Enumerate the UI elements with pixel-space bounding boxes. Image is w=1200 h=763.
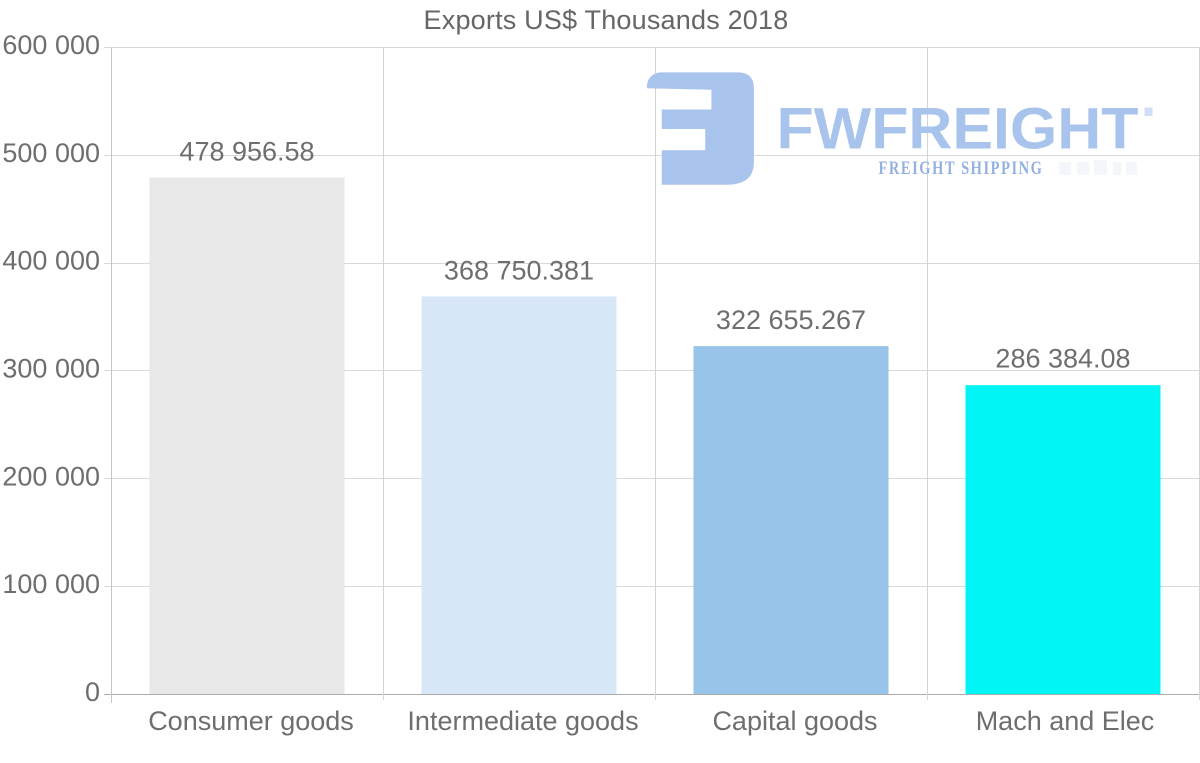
svg-text:Exports US$ Thousands 2018: Exports US$ Thousands 2018 (424, 5, 789, 35)
svg-text:478 956.58: 478 956.58 (179, 137, 314, 167)
svg-text:368 750.381: 368 750.381 (444, 255, 594, 285)
svg-text:300 000: 300 000 (2, 354, 100, 384)
svg-text:600 000: 600 000 (2, 30, 100, 60)
svg-text:100 000: 100 000 (2, 569, 100, 599)
svg-text:286 384.08: 286 384.08 (995, 344, 1130, 374)
svg-text:Mach and Elec: Mach and Elec (976, 706, 1155, 736)
svg-text:500 000: 500 000 (2, 138, 100, 168)
svg-text:200 000: 200 000 (2, 461, 100, 491)
svg-text:322 655.267: 322 655.267 (716, 305, 866, 335)
svg-text:0: 0 (85, 677, 100, 707)
svg-text:Intermediate goods: Intermediate goods (407, 706, 638, 736)
svg-text:FWFREIGHT: FWFREIGHT (777, 97, 1139, 162)
svg-text:400 000: 400 000 (2, 246, 100, 276)
svg-text:Consumer goods: Consumer goods (148, 706, 354, 736)
svg-text:FREIGHT SHIPPING: FREIGHT SHIPPING (879, 159, 1044, 179)
svg-text:Capital goods: Capital goods (712, 706, 877, 736)
